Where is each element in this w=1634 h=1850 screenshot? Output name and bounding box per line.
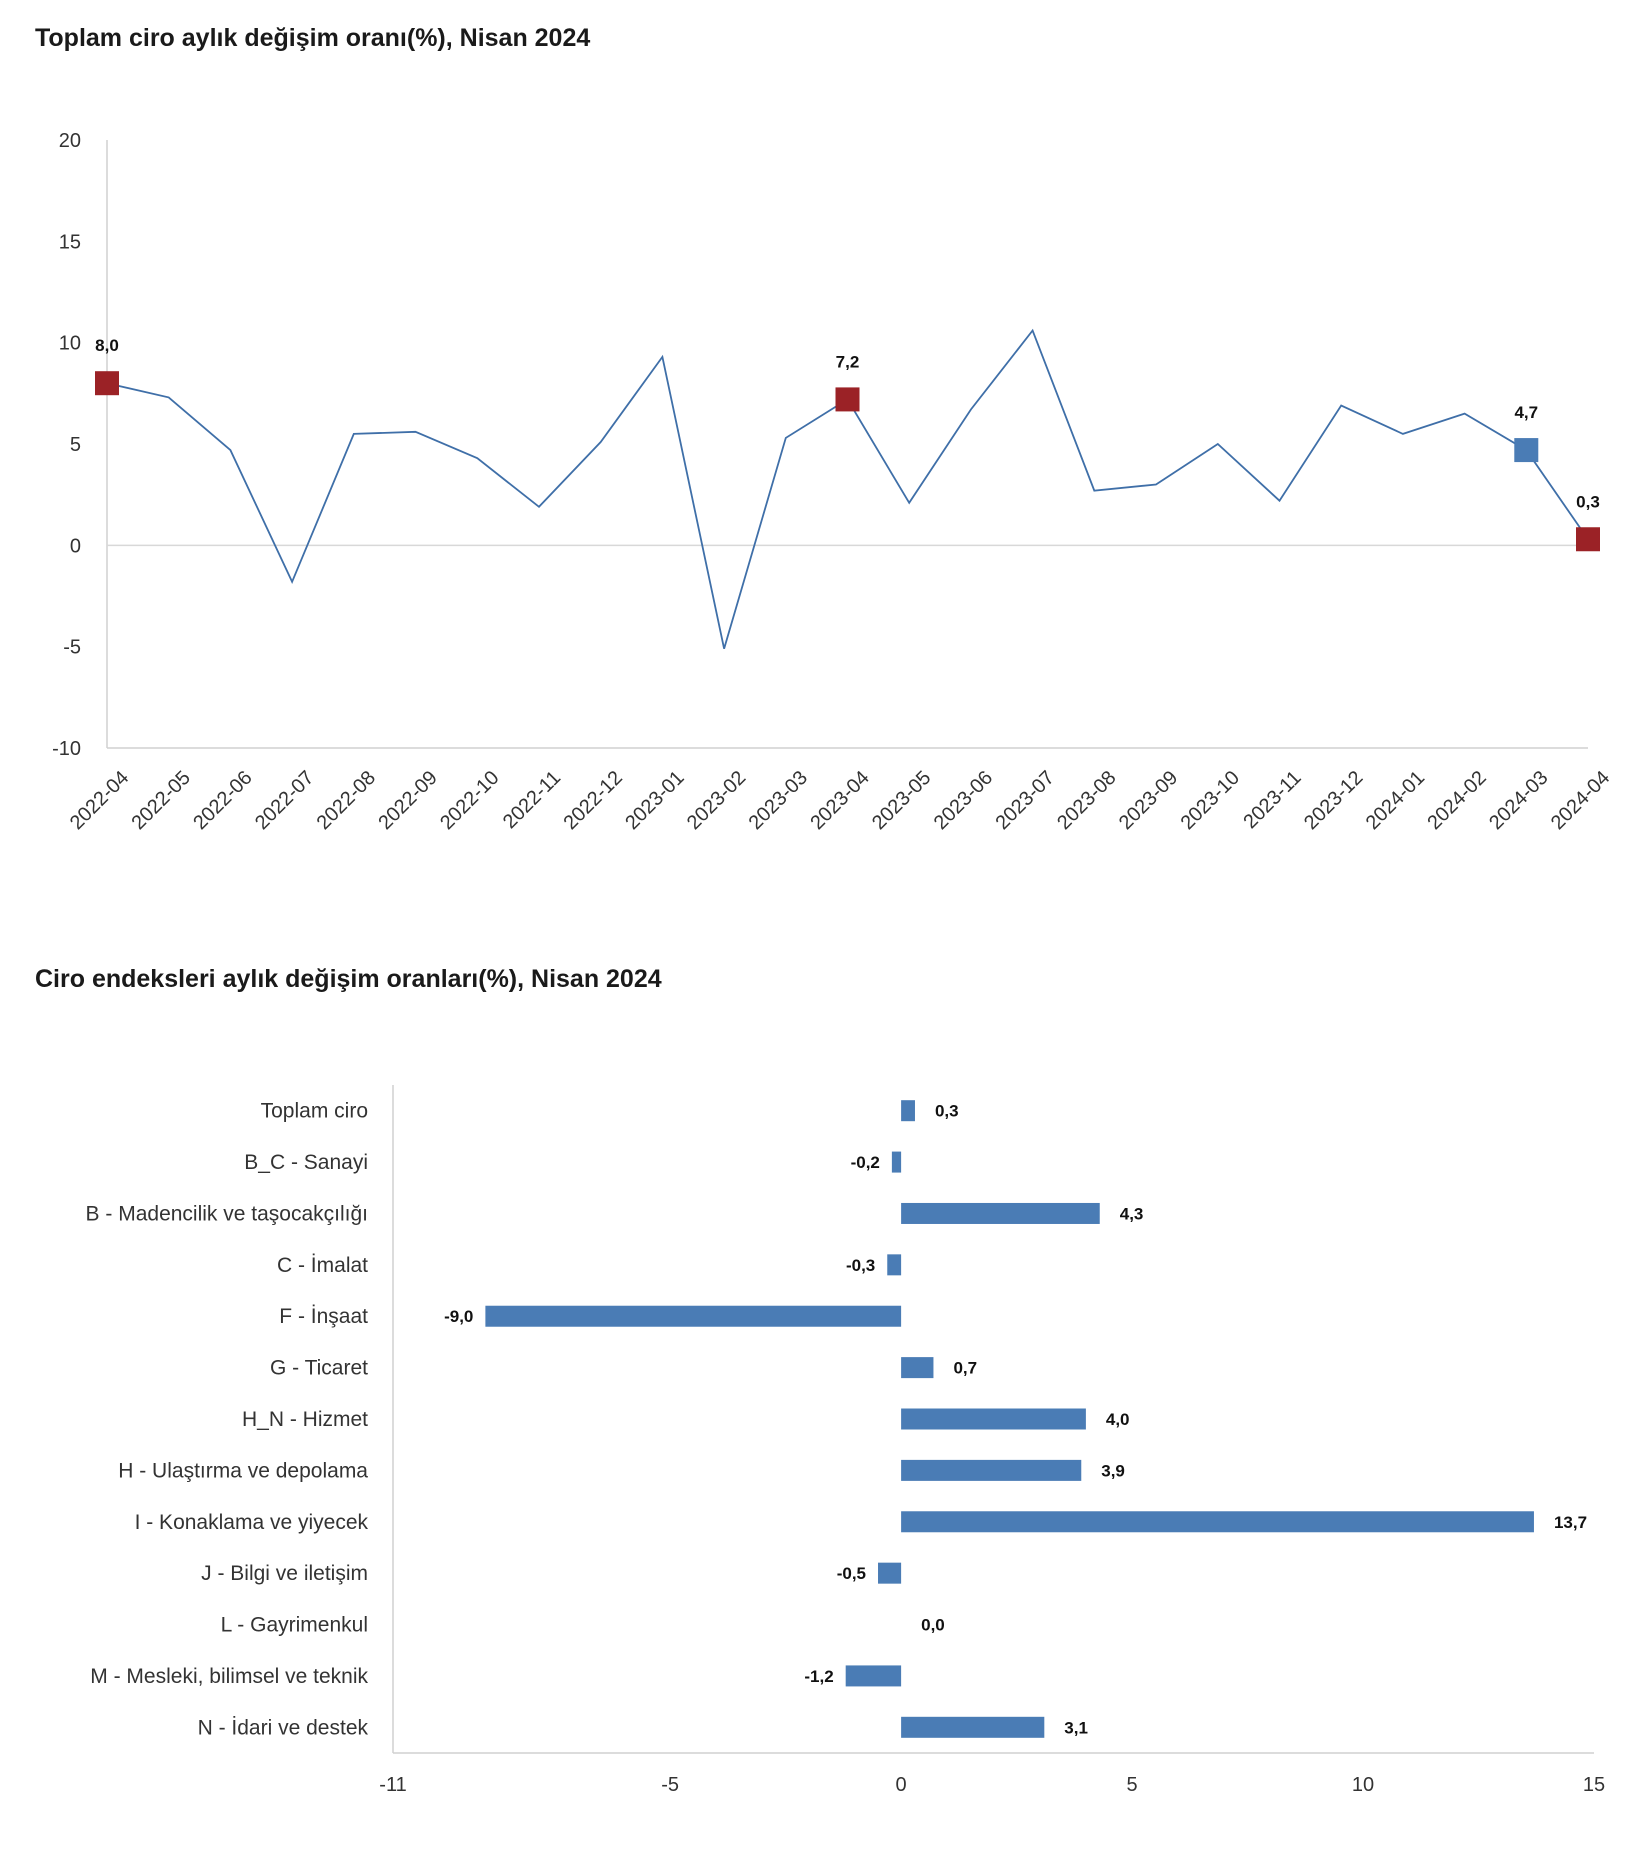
bar: [901, 1408, 1086, 1430]
bar: [887, 1254, 902, 1276]
y-tick-label: -10: [52, 738, 81, 760]
bar-chart-title: Ciro endeksleri aylık değişim oranları(%…: [35, 965, 662, 993]
category-label: G - Ticaret: [270, 1357, 368, 1380]
y-tick-label: -5: [63, 637, 81, 659]
x-tick-label: -11: [379, 1774, 406, 1796]
bar: [901, 1459, 1082, 1481]
highlight-marker: [1576, 527, 1600, 552]
data-label: 3,1: [1064, 1718, 1088, 1737]
x-tick-label: 10: [1352, 1774, 1374, 1796]
data-label: 3,9: [1101, 1461, 1125, 1480]
x-tick-label: 15: [1583, 1774, 1605, 1796]
data-label: 0,7: [953, 1359, 977, 1378]
bar: [891, 1151, 902, 1173]
category-label: C - İmalat: [277, 1254, 368, 1277]
category-label: N - İdari ve destek: [198, 1716, 369, 1739]
y-tick-label: 0: [70, 535, 81, 557]
data-label: 13,7: [1554, 1513, 1587, 1532]
data-label: -9,0: [444, 1307, 473, 1326]
data-label: -1,2: [804, 1667, 833, 1686]
bar: [845, 1665, 902, 1687]
bar: [901, 1100, 915, 1122]
category-label: M - Mesleki, bilimsel ve teknik: [90, 1665, 368, 1688]
data-label: -0,5: [837, 1564, 866, 1583]
data-label: 8,0: [95, 336, 119, 355]
y-tick-label: 5: [70, 434, 81, 456]
highlight-marker: [835, 387, 860, 412]
category-label: J - Bilgi ve iletişim: [201, 1562, 368, 1585]
data-label: 7,2: [836, 352, 860, 371]
highlight-marker: [1514, 438, 1539, 463]
data-label: 0,3: [935, 1102, 959, 1121]
data-label: -0,2: [851, 1153, 880, 1172]
category-label: H - Ulaştırma ve depolama: [118, 1459, 368, 1482]
bar: [901, 1357, 934, 1379]
category-label: L - Gayrimenkul: [221, 1614, 368, 1637]
data-label: 4,3: [1120, 1204, 1144, 1223]
line-chart-title: Toplam ciro aylık değişim oranı(%), Nisa…: [35, 24, 591, 52]
category-label: F - İnşaat: [279, 1305, 368, 1328]
category-label: Toplam ciro: [261, 1100, 368, 1123]
category-label: I - Konaklama ve yiyecek: [135, 1511, 369, 1534]
x-tick-label: 5: [1127, 1774, 1138, 1796]
category-label: B - Madencilik ve taşocakçılığı: [86, 1202, 368, 1225]
highlight-marker: [95, 371, 119, 396]
data-label: -0,3: [846, 1256, 875, 1275]
data-label: 0,3: [1576, 492, 1600, 511]
bar: [485, 1305, 902, 1327]
bar: [901, 1716, 1045, 1738]
y-tick-label: 20: [59, 130, 81, 152]
bar: [878, 1562, 902, 1584]
data-label: 4,7: [1514, 403, 1538, 422]
bar: [901, 1202, 1100, 1224]
category-label: B_C - Sanayi: [244, 1151, 368, 1174]
line-chart: 20151050-5-102022-042022-052022-062022-0…: [52, 130, 1614, 834]
bar: [901, 1511, 1534, 1533]
x-tick-label: -5: [661, 1774, 679, 1796]
data-label: 4,0: [1106, 1410, 1130, 1429]
data-label: 0,0: [921, 1616, 945, 1635]
x-tick-label: 0: [896, 1774, 907, 1796]
y-tick-label: 15: [59, 231, 81, 253]
y-tick-label: 10: [59, 333, 81, 355]
category-label: H_N - Hizmet: [242, 1408, 368, 1431]
